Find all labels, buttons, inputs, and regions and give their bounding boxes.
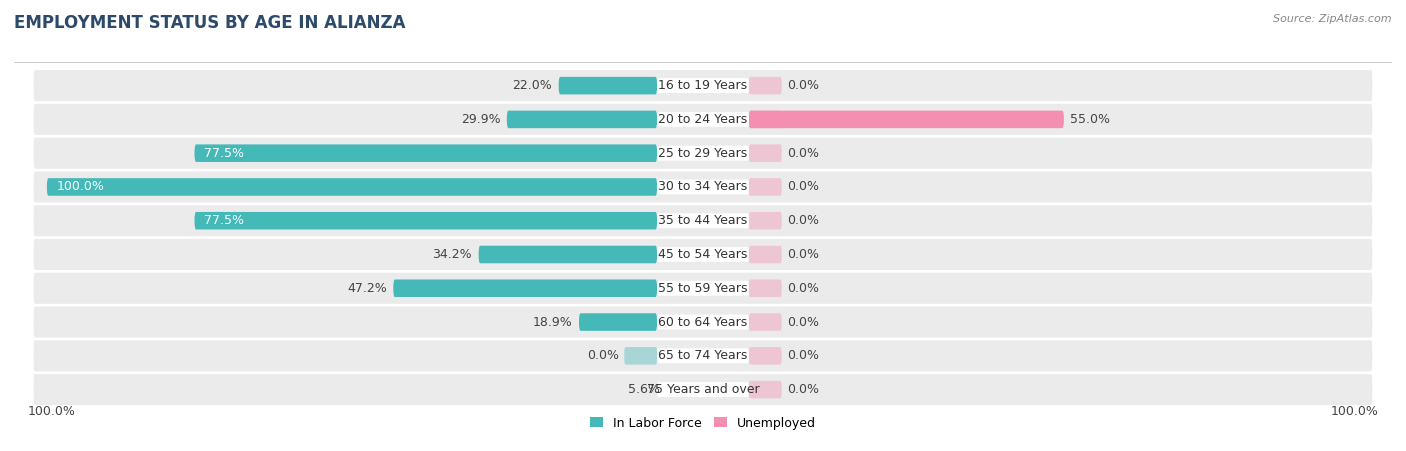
- FancyBboxPatch shape: [506, 110, 657, 128]
- FancyBboxPatch shape: [749, 381, 782, 398]
- FancyBboxPatch shape: [657, 179, 749, 194]
- Text: 65 to 74 Years: 65 to 74 Years: [658, 350, 748, 362]
- Text: 25 to 29 Years: 25 to 29 Years: [658, 147, 748, 160]
- FancyBboxPatch shape: [657, 78, 749, 93]
- FancyBboxPatch shape: [194, 212, 657, 230]
- Text: 100.0%: 100.0%: [1331, 405, 1379, 418]
- FancyBboxPatch shape: [34, 70, 1372, 101]
- FancyBboxPatch shape: [657, 382, 749, 397]
- Text: 0.0%: 0.0%: [787, 147, 818, 160]
- FancyBboxPatch shape: [657, 112, 749, 127]
- Text: EMPLOYMENT STATUS BY AGE IN ALIANZA: EMPLOYMENT STATUS BY AGE IN ALIANZA: [14, 14, 405, 32]
- Text: 47.2%: 47.2%: [347, 282, 387, 295]
- Text: 22.0%: 22.0%: [512, 79, 553, 92]
- Text: 55 to 59 Years: 55 to 59 Years: [658, 282, 748, 295]
- Text: 0.0%: 0.0%: [787, 383, 818, 396]
- FancyBboxPatch shape: [34, 239, 1372, 270]
- Text: Source: ZipAtlas.com: Source: ZipAtlas.com: [1274, 14, 1392, 23]
- Text: 100.0%: 100.0%: [27, 405, 75, 418]
- FancyBboxPatch shape: [579, 313, 657, 331]
- Text: 30 to 34 Years: 30 to 34 Years: [658, 180, 748, 193]
- Text: 0.0%: 0.0%: [787, 282, 818, 295]
- FancyBboxPatch shape: [34, 341, 1372, 371]
- Text: 29.9%: 29.9%: [461, 113, 501, 126]
- FancyBboxPatch shape: [657, 213, 749, 228]
- FancyBboxPatch shape: [749, 212, 782, 230]
- Text: 0.0%: 0.0%: [787, 350, 818, 362]
- Text: 77.5%: 77.5%: [204, 147, 245, 160]
- FancyBboxPatch shape: [657, 247, 749, 262]
- Text: 0.0%: 0.0%: [787, 180, 818, 193]
- Text: 55.0%: 55.0%: [1070, 113, 1111, 126]
- Text: 60 to 64 Years: 60 to 64 Years: [658, 316, 748, 328]
- Text: 16 to 19 Years: 16 to 19 Years: [658, 79, 748, 92]
- FancyBboxPatch shape: [749, 178, 782, 196]
- FancyBboxPatch shape: [34, 205, 1372, 236]
- Text: 0.0%: 0.0%: [787, 316, 818, 328]
- Text: 18.9%: 18.9%: [533, 316, 572, 328]
- Text: 100.0%: 100.0%: [56, 180, 104, 193]
- FancyBboxPatch shape: [34, 104, 1372, 135]
- FancyBboxPatch shape: [749, 77, 782, 94]
- FancyBboxPatch shape: [749, 280, 782, 297]
- Legend: In Labor Force, Unemployed: In Labor Force, Unemployed: [585, 412, 821, 435]
- FancyBboxPatch shape: [34, 307, 1372, 338]
- FancyBboxPatch shape: [194, 144, 657, 162]
- FancyBboxPatch shape: [749, 246, 782, 263]
- FancyBboxPatch shape: [558, 77, 657, 94]
- Text: 20 to 24 Years: 20 to 24 Years: [658, 113, 748, 126]
- FancyBboxPatch shape: [657, 281, 749, 296]
- FancyBboxPatch shape: [46, 178, 657, 196]
- Text: 0.0%: 0.0%: [588, 350, 619, 362]
- FancyBboxPatch shape: [657, 315, 749, 330]
- FancyBboxPatch shape: [749, 110, 782, 128]
- Text: 0.0%: 0.0%: [787, 248, 818, 261]
- Text: 5.6%: 5.6%: [628, 383, 659, 396]
- Text: 77.5%: 77.5%: [204, 214, 245, 227]
- FancyBboxPatch shape: [749, 144, 782, 162]
- FancyBboxPatch shape: [34, 374, 1372, 405]
- FancyBboxPatch shape: [34, 273, 1372, 304]
- FancyBboxPatch shape: [394, 280, 657, 297]
- FancyBboxPatch shape: [749, 110, 1064, 128]
- Text: 34.2%: 34.2%: [433, 248, 472, 261]
- FancyBboxPatch shape: [478, 246, 657, 263]
- FancyBboxPatch shape: [657, 146, 749, 161]
- FancyBboxPatch shape: [34, 138, 1372, 169]
- Text: 35 to 44 Years: 35 to 44 Years: [658, 214, 748, 227]
- FancyBboxPatch shape: [34, 171, 1372, 202]
- Text: 0.0%: 0.0%: [787, 214, 818, 227]
- Text: 0.0%: 0.0%: [787, 79, 818, 92]
- Text: 75 Years and over: 75 Years and over: [647, 383, 759, 396]
- FancyBboxPatch shape: [657, 348, 749, 363]
- FancyBboxPatch shape: [749, 313, 782, 331]
- Text: 45 to 54 Years: 45 to 54 Years: [658, 248, 748, 261]
- FancyBboxPatch shape: [624, 347, 657, 364]
- FancyBboxPatch shape: [749, 347, 782, 364]
